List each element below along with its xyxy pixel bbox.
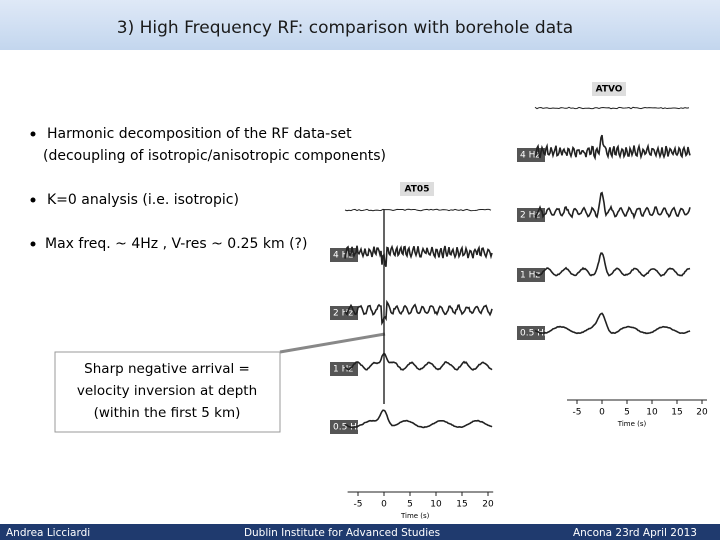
x-tick-label: 5 (407, 500, 413, 510)
waveform (344, 409, 493, 429)
waveform (344, 299, 493, 326)
x-tick-label: 20 (482, 500, 494, 510)
trace-label-box (517, 326, 545, 340)
trace-label-box (330, 420, 358, 434)
callout-text: (within the first 5 km) (94, 405, 241, 421)
x-tick-label: 10 (646, 408, 658, 418)
callout-box (54, 351, 281, 433)
station-label-box (592, 82, 626, 96)
callout-text: velocity inversion at depth (77, 383, 257, 399)
x-axis-label: Time (s) (400, 512, 430, 520)
x-tick-label: 20 (696, 408, 708, 418)
bullet-text: Harmonic decomposition of the RF data-se… (47, 126, 352, 142)
trace-label-box (517, 268, 545, 282)
trace-label: 1 Hz (333, 365, 353, 375)
trace-label: 4 Hz (520, 151, 540, 161)
x-axis-label: Time (s) (617, 420, 647, 428)
bullet-dot (30, 131, 36, 137)
callout-text: Sharp negative arrival = (84, 361, 250, 377)
callout-arrow (279, 332, 386, 354)
trace-label-box (330, 306, 358, 320)
trace-label-box (330, 362, 358, 376)
bullet-text: (decoupling of isotropic/anisotropic com… (43, 148, 386, 164)
x-tick-label: -5 (354, 500, 363, 510)
waveform (344, 208, 492, 212)
waveform (534, 134, 691, 161)
trace-label: 2 Hz (520, 211, 540, 221)
bullet-dot (30, 241, 36, 247)
station-label: AT05 (405, 185, 430, 195)
footer-institute: Dublin Institute for Advanced Studies (244, 527, 440, 539)
waveform (344, 244, 493, 267)
waveform (534, 191, 691, 220)
footer-band (0, 524, 720, 540)
bullet-text: K=0 analysis (i.e. isotropic) (47, 192, 239, 208)
x-tick-label: 5 (624, 408, 630, 418)
waveform (534, 252, 691, 278)
x-tick-label: 0 (599, 408, 605, 418)
x-tick-label: -5 (573, 408, 582, 418)
trace-label: 1 Hz (520, 271, 540, 281)
trace-label: 2 Hz (333, 309, 353, 319)
slide-title: 3) High Frequency RF: comparison with bo… (117, 18, 573, 38)
trace-label: 0.5 Hz (520, 329, 549, 339)
title-band (0, 0, 720, 50)
x-tick-label: 15 (456, 500, 467, 510)
trace-label: 0.5 Hz (333, 423, 362, 433)
x-tick-label: 15 (671, 408, 682, 418)
x-tick-label: 10 (430, 500, 442, 510)
x-tick-label: 0 (381, 500, 387, 510)
footer-author: Andrea Licciardi (6, 527, 90, 539)
station-label: ATVO (596, 85, 623, 95)
waveform (344, 352, 493, 371)
bullet-dot (30, 197, 36, 203)
footer-venue: Ancona 23rd April 2013 (573, 527, 697, 539)
waveform (534, 106, 690, 110)
bullet-text: Max freq. ~ 4Hz , V-res ~ 0.25 km (?) (45, 236, 307, 252)
station-label-box (400, 182, 434, 196)
trace-label: 4 Hz (333, 251, 353, 261)
waveform (534, 312, 691, 335)
